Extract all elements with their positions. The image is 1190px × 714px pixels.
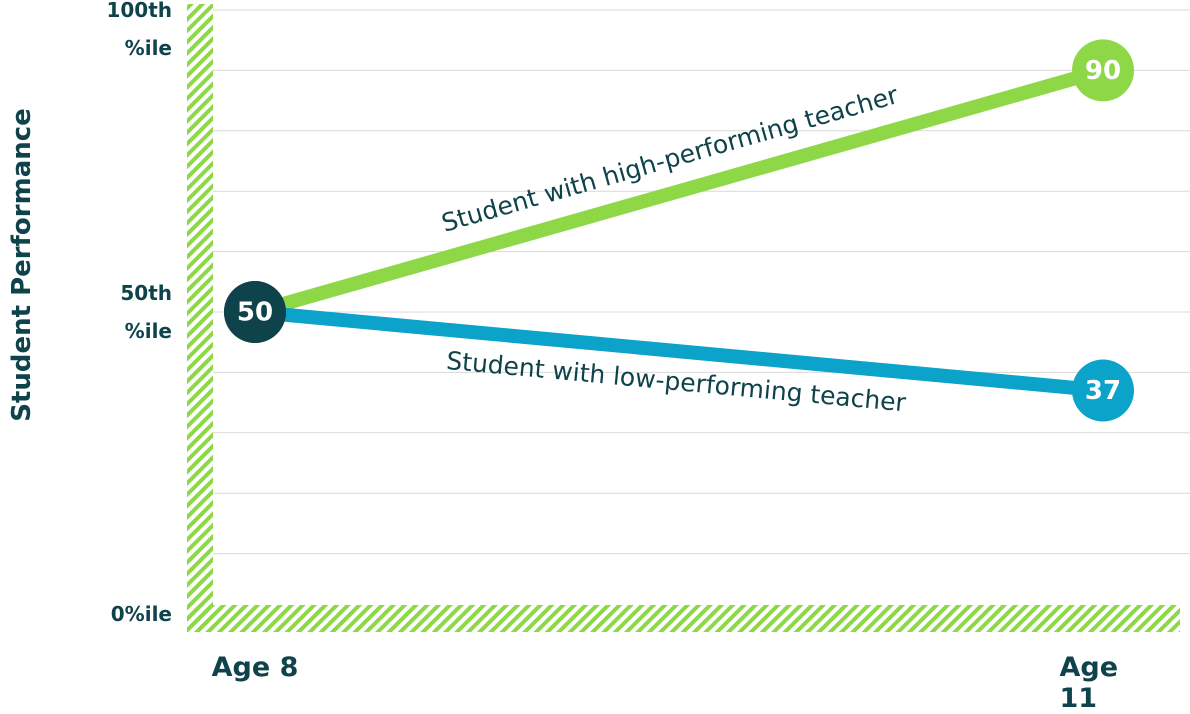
- x-tick-label: Age 8: [211, 652, 299, 683]
- x-tick-label: Age 11: [1059, 652, 1119, 714]
- series-line: [253, 63, 1105, 319]
- plot: Student with high-performing teacherStud…: [187, 4, 1190, 632]
- chart: Student with high-performing teacher Stud…: [7, 0, 1190, 714]
- series-label: Student with high-performing teacher: [438, 80, 902, 238]
- data-label: 37: [1085, 376, 1121, 406]
- x-axis: [187, 605, 1180, 632]
- y-tick-label: 100th %ile: [106, 0, 172, 60]
- y-axis-title: Student Performance: [7, 108, 37, 422]
- point: [224, 281, 286, 343]
- y-tick-label: 0%ile: [110, 602, 172, 626]
- point: [1072, 359, 1134, 422]
- point: [1072, 39, 1134, 102]
- data-label: 50: [237, 298, 273, 328]
- y-tick-label: 50th %ile: [120, 281, 172, 343]
- series-line: [254, 305, 1104, 398]
- y-axis: [187, 4, 213, 632]
- data-label: 90: [1085, 56, 1121, 86]
